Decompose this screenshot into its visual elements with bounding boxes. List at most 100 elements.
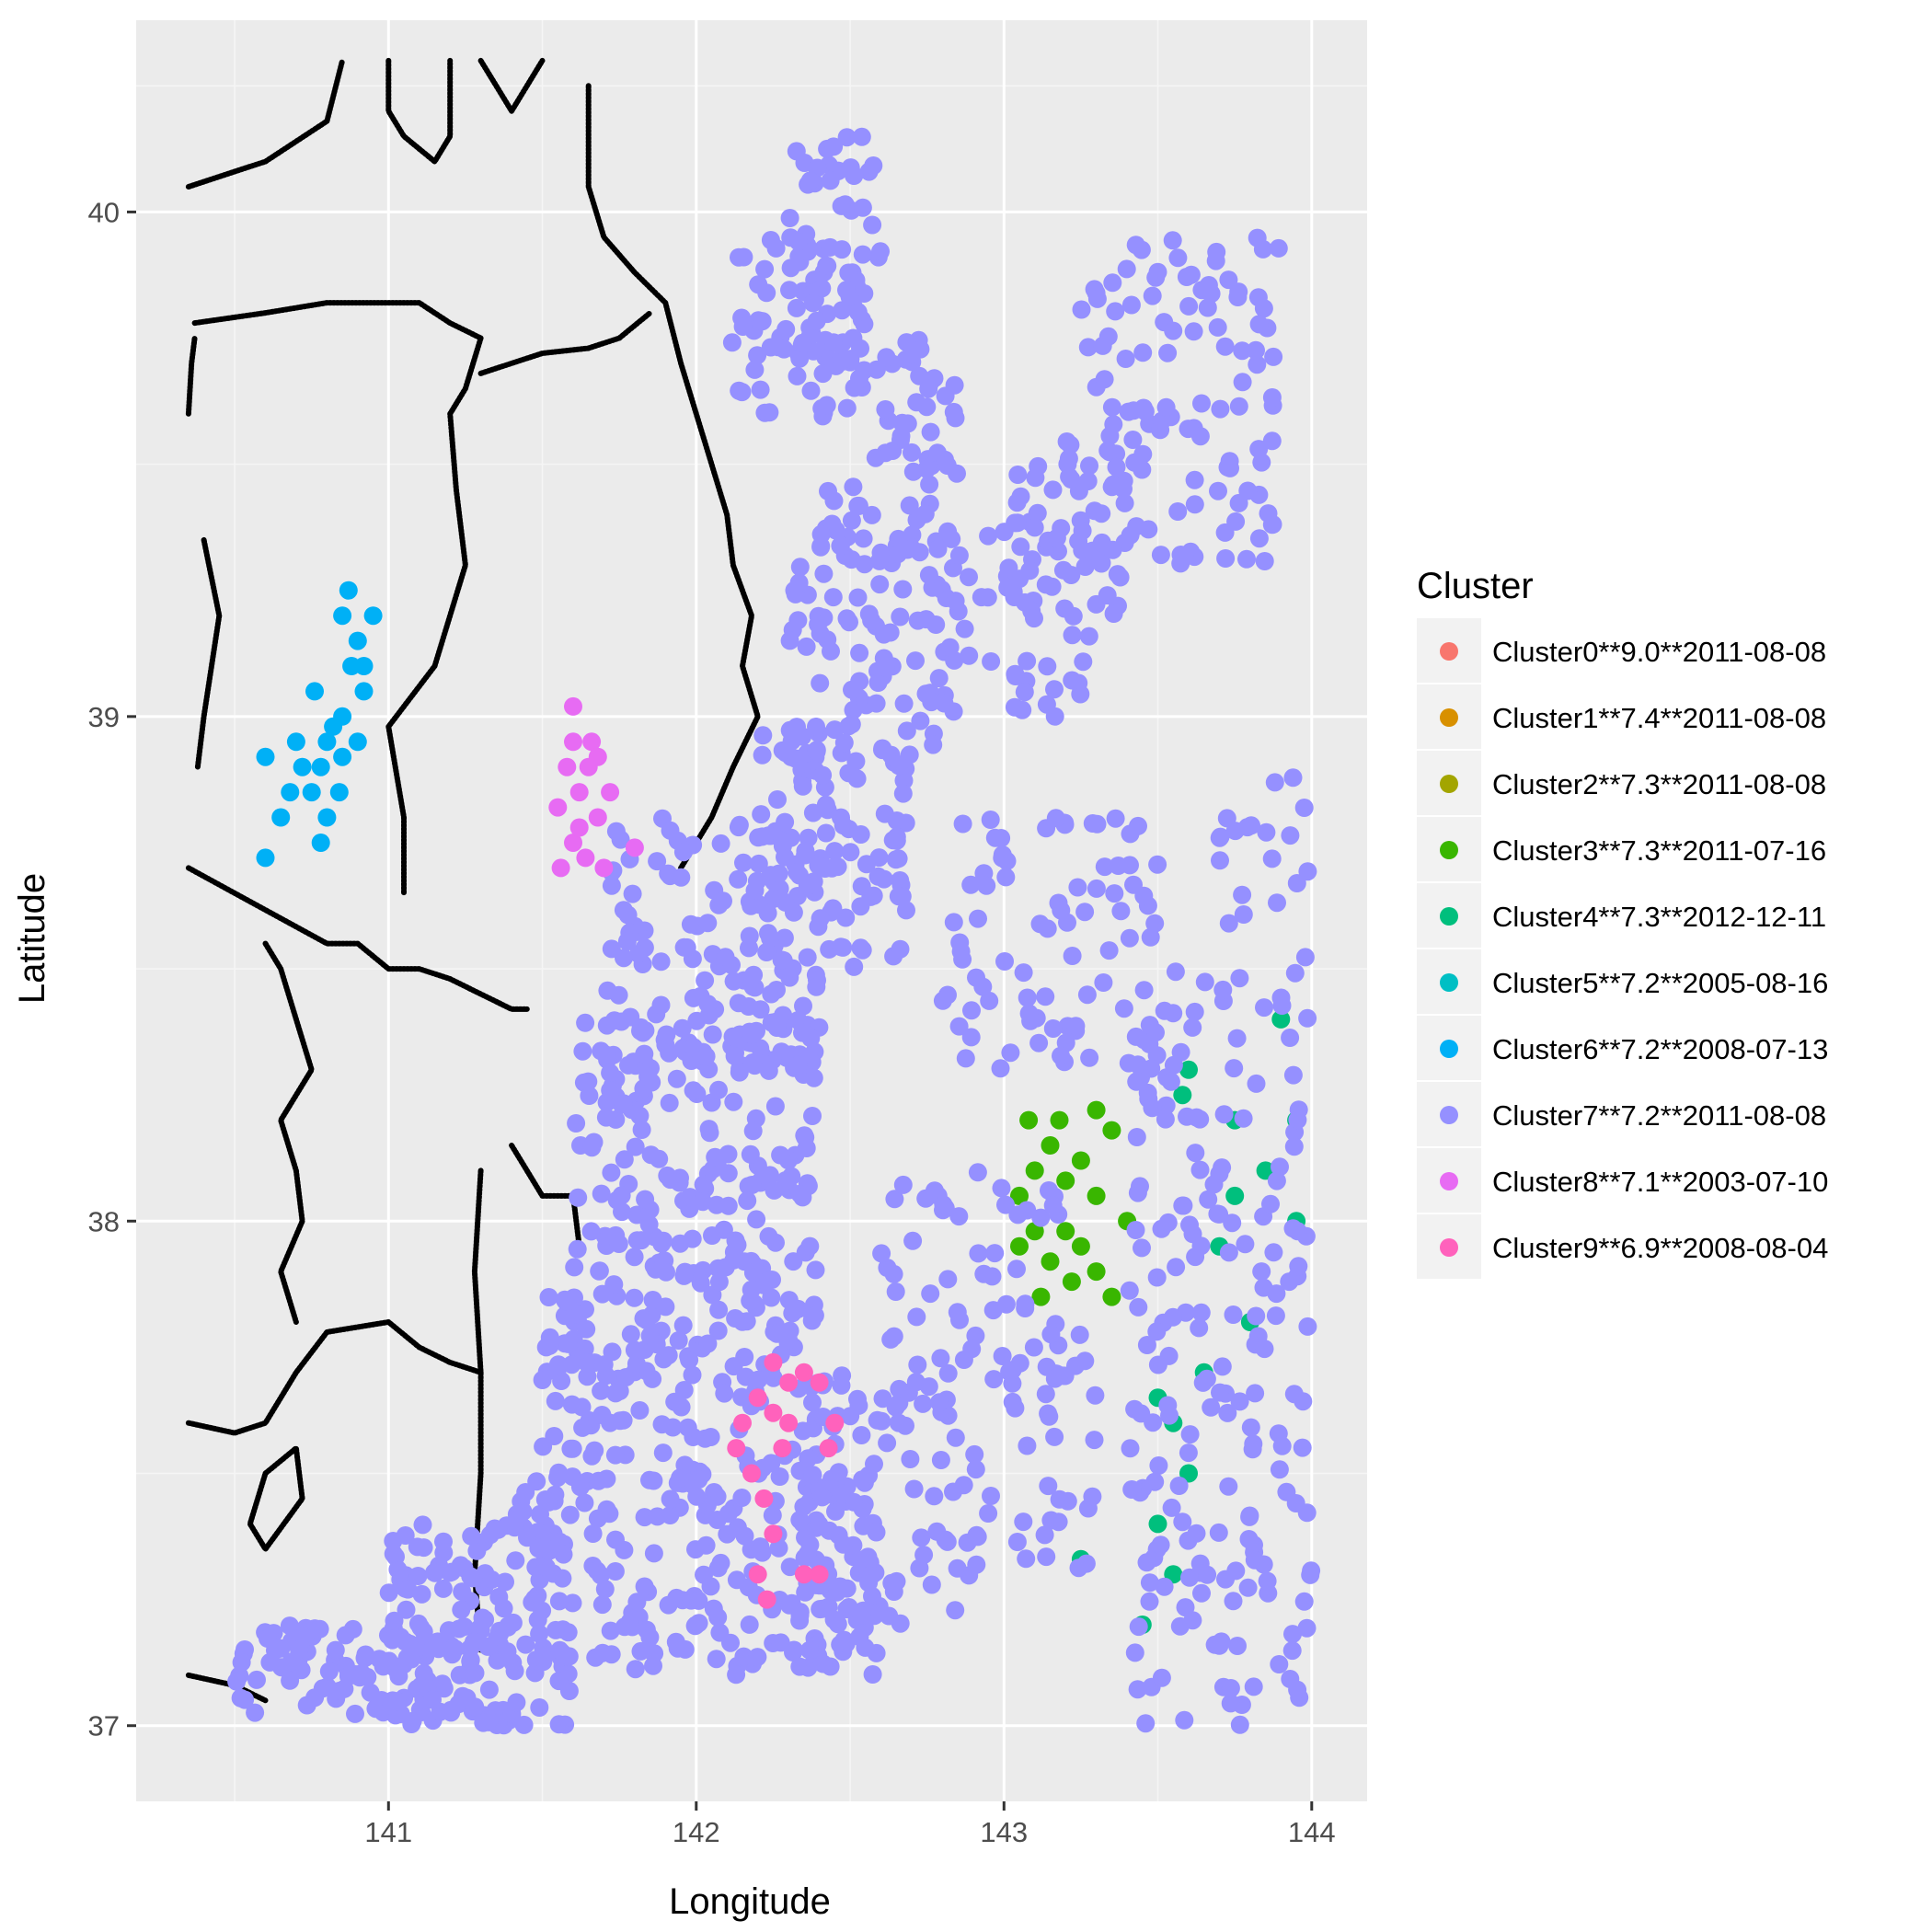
- data-point: [984, 1370, 1004, 1389]
- data-point: [906, 651, 925, 671]
- data-point: [854, 529, 873, 548]
- data-point: [760, 403, 779, 422]
- data-point: [832, 1375, 851, 1395]
- data-point: [1078, 338, 1098, 357]
- legend-label: Cluster0**9.0**2011-08-08: [1492, 636, 1826, 668]
- data-point: [870, 575, 890, 594]
- data-point: [982, 652, 1001, 671]
- data-point: [546, 1391, 565, 1410]
- data-point: [1211, 851, 1229, 870]
- data-point: [1179, 1060, 1198, 1079]
- data-point: [673, 843, 693, 862]
- data-point: [1254, 1555, 1273, 1574]
- data-point: [1019, 1110, 1039, 1130]
- data-point: [1185, 495, 1204, 514]
- data-point: [744, 965, 764, 984]
- data-point: [816, 823, 835, 843]
- data-point: [1298, 1317, 1317, 1336]
- data-point: [311, 834, 330, 852]
- data-point: [605, 1562, 625, 1581]
- data-point: [627, 1354, 646, 1374]
- data-point: [813, 364, 833, 384]
- data-point: [1262, 431, 1282, 451]
- data-point: [967, 1555, 986, 1574]
- data-point: [996, 868, 1016, 887]
- data-point: [788, 1055, 808, 1075]
- data-point: [466, 1697, 485, 1717]
- data-point: [602, 1645, 621, 1664]
- data-point: [412, 1584, 431, 1604]
- data-point: [978, 588, 997, 607]
- data-point: [1121, 824, 1140, 844]
- data-point: [1062, 1272, 1081, 1292]
- data-point: [408, 1567, 428, 1585]
- data-point: [811, 673, 830, 693]
- data-point: [1017, 1549, 1036, 1569]
- data-point: [850, 672, 869, 691]
- data-point: [1156, 1096, 1176, 1115]
- data-point: [807, 718, 825, 736]
- data-point: [1184, 322, 1203, 341]
- data-point: [807, 977, 826, 996]
- data-point: [1010, 1236, 1029, 1256]
- data-point: [753, 726, 773, 745]
- data-point: [595, 1580, 615, 1599]
- data-point: [616, 1368, 636, 1386]
- data-point: [462, 1526, 481, 1546]
- data-point: [845, 378, 864, 397]
- data-point: [1262, 515, 1282, 535]
- series-7: [227, 127, 1321, 1735]
- data-point: [910, 366, 929, 385]
- data-point: [887, 827, 906, 846]
- data-point: [800, 171, 820, 190]
- data-point: [715, 1384, 734, 1403]
- data-point: [672, 868, 691, 887]
- data-point: [1058, 1491, 1077, 1511]
- data-point: [577, 1353, 596, 1373]
- data-point: [759, 1061, 778, 1080]
- data-point: [1111, 902, 1131, 921]
- data-point: [1293, 1438, 1312, 1457]
- data-point: [548, 798, 568, 817]
- data-point: [985, 828, 1005, 847]
- data-point: [794, 996, 812, 1016]
- data-point: [1151, 420, 1170, 440]
- data-point: [841, 843, 860, 862]
- data-point: [256, 848, 275, 868]
- data-point: [900, 496, 919, 515]
- data-point: [554, 1545, 573, 1564]
- data-point: [583, 1524, 603, 1543]
- data-point: [397, 1600, 416, 1619]
- data-point: [993, 1347, 1012, 1365]
- data-point: [577, 1319, 596, 1339]
- data-point: [1003, 1374, 1022, 1393]
- data-point: [366, 1699, 385, 1719]
- data-point: [618, 905, 638, 925]
- data-point: [696, 1047, 716, 1066]
- data-point: [796, 845, 815, 865]
- data-point: [1079, 627, 1098, 646]
- y-axis-title: Latitude: [12, 873, 52, 1004]
- data-point: [1190, 1160, 1210, 1179]
- data-point: [814, 564, 834, 583]
- data-point: [1076, 1554, 1096, 1573]
- data-point: [1031, 1287, 1051, 1306]
- data-point: [961, 875, 981, 894]
- data-point: [1249, 529, 1269, 548]
- data-point: [1166, 962, 1185, 982]
- data-point: [1271, 1157, 1289, 1177]
- series-8: [548, 696, 644, 878]
- data-point: [811, 536, 831, 556]
- data-point: [829, 1463, 848, 1482]
- data-point: [1213, 980, 1233, 999]
- legend-label: Cluster9**6.9**2008-08-04: [1492, 1232, 1828, 1264]
- data-point: [745, 880, 765, 900]
- data-point: [1287, 874, 1306, 892]
- data-point: [768, 338, 788, 357]
- data-point: [1001, 1043, 1020, 1063]
- data-point: [874, 625, 893, 644]
- data-point: [992, 1179, 1011, 1198]
- data-point: [864, 886, 883, 905]
- data-point: [595, 1226, 615, 1246]
- data-point: [625, 838, 644, 857]
